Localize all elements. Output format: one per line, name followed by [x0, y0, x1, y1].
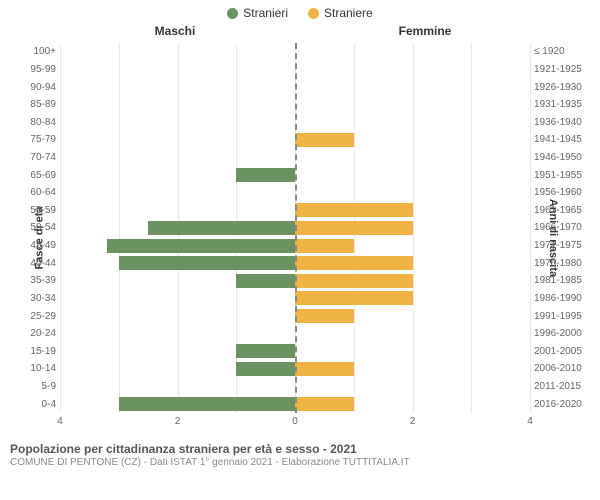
birth-label: 1966-1970 — [530, 222, 588, 233]
birth-label: 1996-2000 — [530, 328, 588, 339]
birth-label: 1981-1985 — [530, 275, 588, 286]
bar-female — [295, 239, 354, 253]
bar-female — [295, 362, 354, 376]
legend-item-male: Stranieri — [227, 6, 288, 20]
bar-female — [295, 221, 413, 235]
footer-subtitle: COMUNE DI PENTONE (CZ) - Dati ISTAT 1° g… — [10, 457, 590, 468]
age-label: 80-84 — [14, 117, 60, 128]
birth-label: 2016-2020 — [530, 399, 588, 410]
center-divider — [295, 43, 297, 413]
birth-label: 1936-1940 — [530, 117, 588, 128]
footer: Popolazione per cittadinanza straniera p… — [0, 438, 600, 468]
birth-label: 1991-1995 — [530, 311, 588, 322]
birth-label: 1976-1980 — [530, 258, 588, 269]
age-label: 5-9 — [14, 381, 60, 392]
birth-label: 2001-2005 — [530, 346, 588, 357]
age-label: 85-89 — [14, 99, 60, 110]
age-label: 40-44 — [14, 258, 60, 269]
legend-label-male: Stranieri — [243, 6, 288, 20]
birth-label: ≤ 1920 — [530, 46, 588, 57]
age-label: 65-69 — [14, 170, 60, 181]
header-male: Maschi — [0, 24, 300, 38]
age-label: 35-39 — [14, 275, 60, 286]
birth-label: 2011-2015 — [530, 381, 588, 392]
age-label: 95-99 — [14, 64, 60, 75]
header-female: Femmine — [300, 24, 600, 38]
birth-label: 1931-1935 — [530, 99, 588, 110]
birth-label: 2006-2010 — [530, 363, 588, 374]
column-headers: Maschi Femmine — [0, 24, 600, 38]
bar-male — [236, 274, 295, 288]
x-tick: 0 — [292, 416, 298, 427]
age-label: 75-79 — [14, 134, 60, 145]
age-label: 10-14 — [14, 363, 60, 374]
bar-female — [295, 397, 354, 411]
footer-title: Popolazione per cittadinanza straniera p… — [10, 442, 590, 456]
birth-label: 1961-1965 — [530, 205, 588, 216]
bar-female — [295, 309, 354, 323]
bar-male — [148, 221, 295, 235]
age-label: 45-49 — [14, 240, 60, 251]
x-axis-ticks: 4 2 0 2 4 — [60, 416, 530, 430]
age-label: 100+ — [14, 46, 60, 57]
x-tick: 2 — [175, 416, 181, 427]
birth-label: 1926-1930 — [530, 82, 588, 93]
bar-male — [119, 397, 295, 411]
age-label: 90-94 — [14, 82, 60, 93]
bar-male — [236, 344, 295, 358]
bar-male — [236, 168, 295, 182]
age-label: 0-4 — [14, 399, 60, 410]
bar-female — [295, 133, 354, 147]
bar-male — [119, 256, 295, 270]
legend: Stranieri Straniere — [0, 0, 600, 20]
birth-label: 1956-1960 — [530, 187, 588, 198]
legend-item-female: Straniere — [308, 6, 373, 20]
age-label: 15-19 — [14, 346, 60, 357]
x-tick: 4 — [527, 416, 533, 427]
bar-male — [107, 239, 295, 253]
age-label: 25-29 — [14, 311, 60, 322]
age-label: 55-59 — [14, 205, 60, 216]
birth-label: 1951-1955 — [530, 170, 588, 181]
bar-female — [295, 256, 413, 270]
age-label: 20-24 — [14, 328, 60, 339]
age-label: 30-34 — [14, 293, 60, 304]
bar-female — [295, 291, 413, 305]
age-label: 60-64 — [14, 187, 60, 198]
bar-male — [236, 362, 295, 376]
birth-label: 1921-1925 — [530, 64, 588, 75]
plot: 100+≤ 192095-991921-192590-941926-193085… — [60, 43, 530, 413]
age-label: 70-74 — [14, 152, 60, 163]
birth-label: 1946-1950 — [530, 152, 588, 163]
legend-label-female: Straniere — [324, 6, 373, 20]
birth-label: 1986-1990 — [530, 293, 588, 304]
chart-area: Fasce di età Anni di nascita 100+≤ 19209… — [10, 38, 590, 438]
birth-label: 1971-1975 — [530, 240, 588, 251]
birth-label: 1941-1945 — [530, 134, 588, 145]
x-tick: 2 — [410, 416, 416, 427]
legend-swatch-male — [227, 8, 238, 19]
age-label: 50-54 — [14, 222, 60, 233]
bar-female — [295, 274, 413, 288]
legend-swatch-female — [308, 8, 319, 19]
bar-female — [295, 203, 413, 217]
x-tick: 4 — [57, 416, 63, 427]
